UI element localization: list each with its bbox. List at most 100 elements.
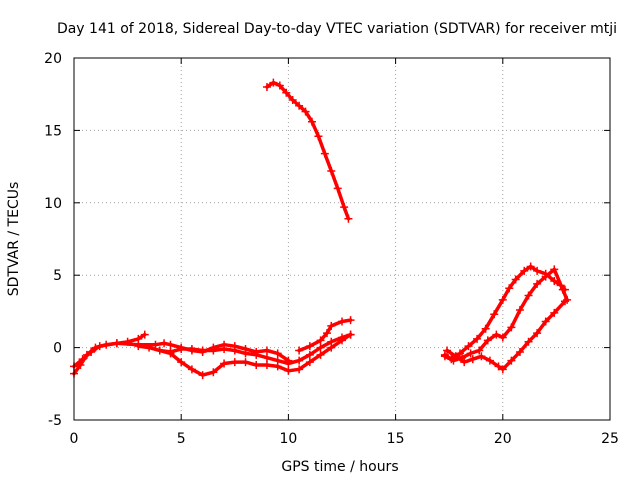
data-point	[498, 333, 507, 342]
data-point	[284, 366, 293, 375]
data-point	[252, 350, 261, 359]
data-point	[230, 358, 239, 367]
data-point	[346, 330, 355, 339]
y-tick-label: 10	[44, 196, 62, 212]
y-axis-label: SDTVAR / TECUs	[6, 182, 22, 297]
data-point	[295, 101, 304, 110]
data-point	[533, 279, 542, 288]
data-point	[295, 346, 304, 355]
data-point	[327, 166, 336, 175]
data-point	[209, 346, 218, 355]
data-point	[273, 356, 282, 365]
data-point	[526, 262, 535, 271]
data-point	[140, 330, 149, 339]
data-point	[455, 349, 464, 358]
data-point	[273, 349, 282, 358]
data-point	[305, 358, 314, 367]
data-point	[87, 347, 96, 356]
data-point	[187, 365, 196, 374]
data-point	[252, 360, 261, 369]
tick-layer: 0 5 10 15 20 25 -5 0 5 10 15 20	[44, 51, 619, 447]
data-point	[209, 368, 218, 377]
y-tick-label: 0	[53, 341, 62, 357]
data-point	[301, 107, 310, 116]
data-point	[468, 355, 477, 364]
data-point	[305, 350, 314, 359]
data-point	[151, 340, 160, 349]
series-track-e	[295, 316, 355, 355]
data-point	[520, 266, 529, 275]
series-line	[443, 264, 567, 361]
data-point	[498, 295, 507, 304]
data-point	[177, 358, 186, 367]
y-tick-label: 5	[53, 268, 62, 284]
data-point	[284, 359, 293, 368]
series-line	[265, 80, 351, 221]
data-point	[340, 203, 349, 212]
series-line	[443, 267, 569, 363]
data-point	[316, 336, 325, 345]
data-point	[282, 88, 291, 97]
data-point	[269, 78, 278, 87]
data-point	[440, 352, 449, 361]
data-point	[490, 310, 499, 319]
data-point	[327, 321, 336, 330]
data-point	[449, 356, 458, 365]
data-point	[198, 346, 207, 355]
data-point	[541, 272, 550, 281]
data-point	[483, 336, 492, 345]
y-tick-label: -5	[48, 413, 62, 429]
data-point	[524, 291, 533, 300]
data-point	[112, 339, 121, 348]
data-point	[338, 333, 346, 342]
data-point	[507, 323, 516, 332]
data-point	[560, 297, 569, 306]
data-point	[494, 362, 503, 371]
data-point	[492, 330, 501, 339]
plot-frame	[73, 57, 611, 421]
series-track-g	[440, 262, 569, 364]
series-track-d	[155, 330, 355, 368]
data-point	[541, 317, 550, 326]
data-point	[344, 214, 353, 223]
data-point	[262, 353, 271, 362]
data-point	[316, 343, 325, 352]
data-point	[155, 346, 164, 355]
data-point	[511, 275, 520, 284]
data-point	[95, 342, 104, 351]
data-point	[295, 356, 304, 365]
x-tick-label: 0	[70, 431, 79, 447]
data-point	[485, 356, 494, 365]
series-track-f	[262, 78, 353, 223]
data-point	[262, 346, 271, 355]
data-point	[473, 334, 482, 343]
data-point	[160, 339, 169, 348]
data-point	[533, 329, 542, 338]
data-point	[316, 350, 325, 359]
data-point	[327, 337, 336, 346]
grid-layer	[74, 58, 610, 420]
data-point	[230, 346, 239, 355]
data-point	[524, 337, 533, 346]
data-point	[443, 346, 452, 355]
data-point	[262, 82, 271, 91]
data-point	[346, 316, 355, 325]
data-point	[466, 349, 475, 358]
data-point	[166, 347, 175, 356]
data-point	[134, 342, 143, 351]
data-point	[477, 352, 486, 361]
data-point	[307, 117, 316, 126]
series-track-i	[443, 297, 569, 374]
series-layer	[70, 78, 572, 380]
data-point	[305, 342, 314, 351]
data-point	[505, 284, 514, 293]
data-point	[515, 347, 524, 356]
data-point	[475, 346, 484, 355]
data-point	[314, 132, 323, 141]
chart-title: Day 141 of 2018, Sidereal Day-to-day VTE…	[57, 21, 617, 37]
x-axis-label: GPS time / hours	[281, 459, 398, 475]
data-point	[177, 345, 186, 354]
data-point	[320, 149, 329, 158]
data-point	[275, 81, 284, 90]
